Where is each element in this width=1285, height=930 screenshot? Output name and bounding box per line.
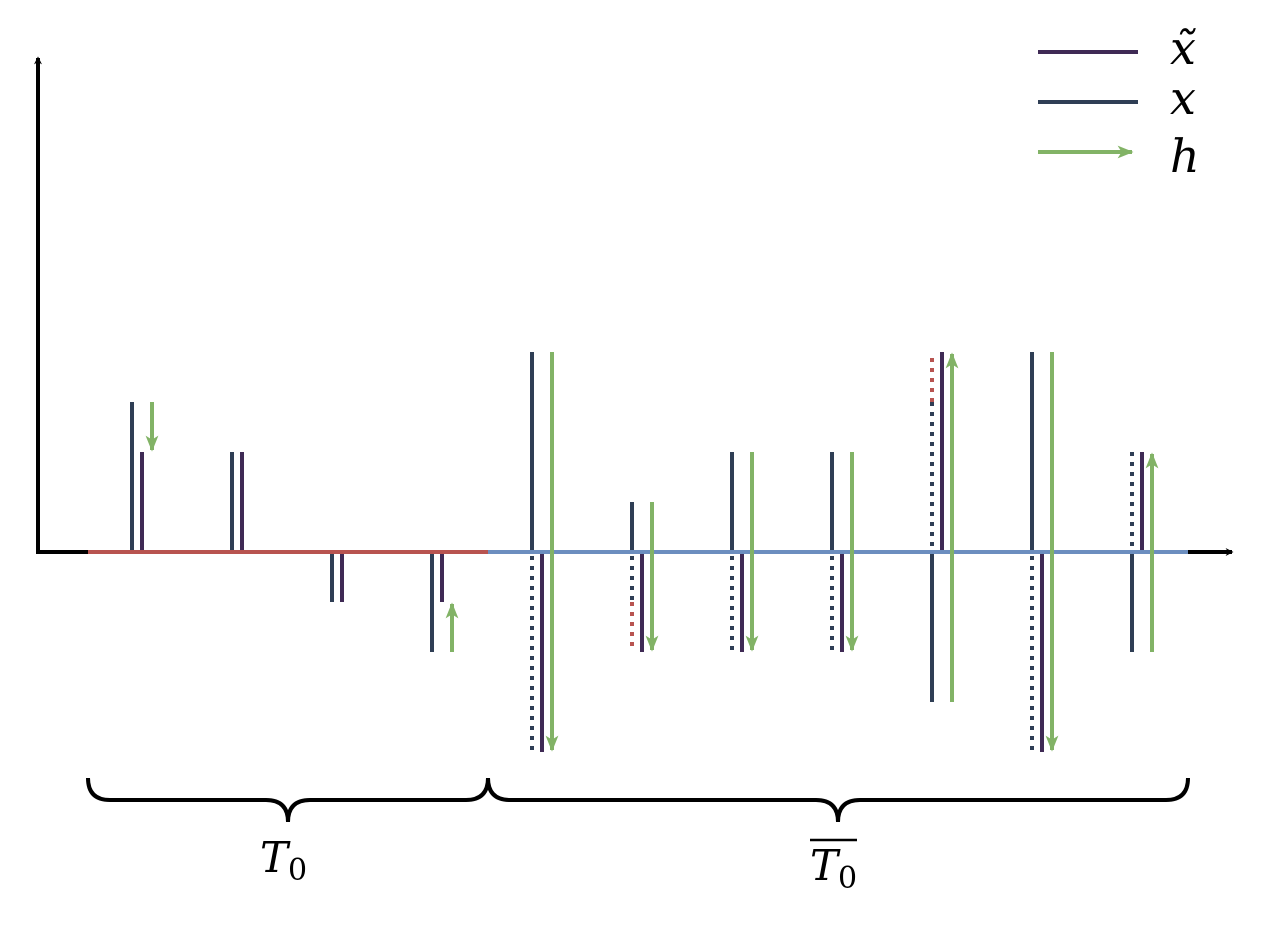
legend-label: h (1170, 129, 1200, 183)
legend-label: x̃ (1170, 21, 1196, 75)
brace-label: T0 (260, 833, 307, 888)
stems (145, 352, 1159, 752)
legend-label: x (1170, 71, 1196, 125)
brace (86, 777, 490, 823)
brace-label-sub: 0 (288, 853, 307, 888)
brace (486, 777, 1190, 823)
stems (130, 352, 1144, 752)
brace-label-sub: 0 (838, 861, 857, 896)
brace-label-main: T (260, 833, 291, 882)
brace-label-main: T (810, 841, 841, 890)
brace-label: T0 (810, 841, 857, 896)
